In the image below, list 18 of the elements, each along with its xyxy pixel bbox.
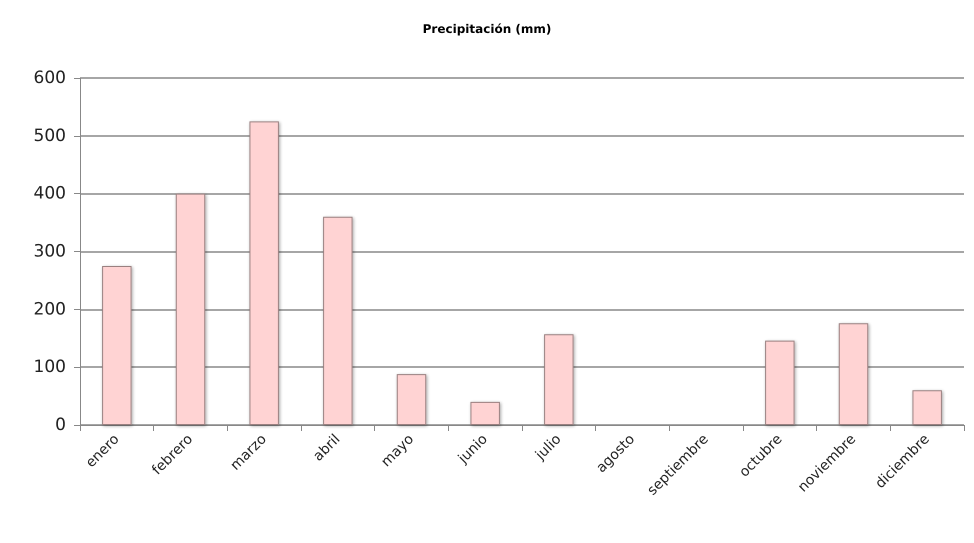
y-tick-label: 100 bbox=[34, 357, 66, 378]
bar bbox=[249, 121, 279, 425]
y-tick-label: 400 bbox=[34, 184, 66, 204]
bar bbox=[470, 402, 500, 425]
y-tick-label: 500 bbox=[34, 126, 66, 146]
bar bbox=[765, 340, 795, 425]
bar bbox=[176, 194, 206, 425]
bar bbox=[838, 323, 868, 425]
bar bbox=[912, 390, 942, 425]
chart-title: Precipitación (mm) bbox=[422, 22, 552, 36]
bar bbox=[323, 216, 353, 425]
bar bbox=[102, 266, 132, 425]
y-tick-label: 600 bbox=[34, 68, 66, 88]
bar bbox=[544, 334, 574, 425]
y-tick-label: 0 bbox=[55, 415, 66, 435]
y-tick-label: 200 bbox=[34, 299, 66, 320]
bar bbox=[396, 374, 426, 425]
y-tick-label: 300 bbox=[34, 242, 66, 262]
